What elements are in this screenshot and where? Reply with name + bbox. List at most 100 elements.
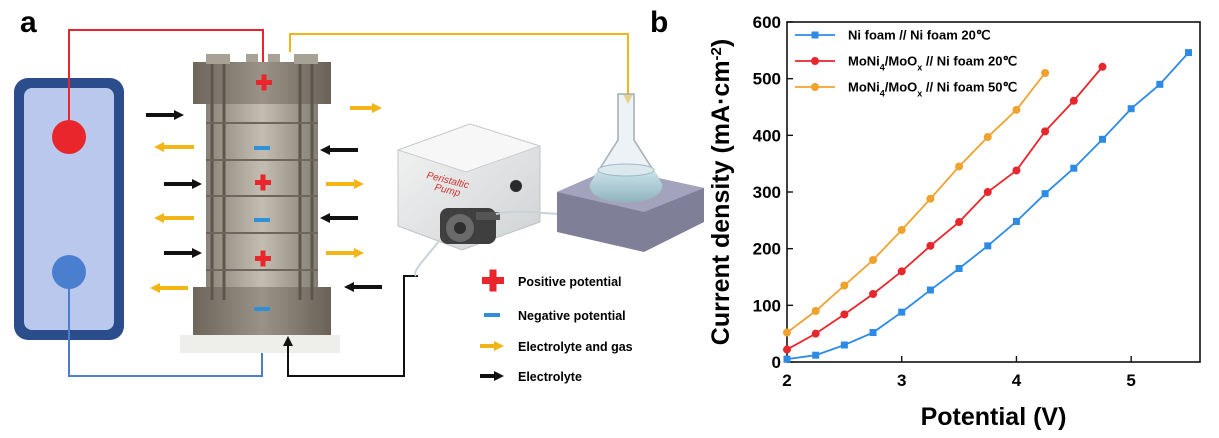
top-nuts [206, 54, 318, 64]
x-tick-label: 5 [1126, 371, 1135, 390]
y-tick-label: 400 [753, 126, 781, 145]
y-tick-label: 200 [753, 240, 781, 259]
yellow-arrow-icon [480, 341, 504, 351]
legend-electrolyte-gas-label: Electrolyte and gas [518, 340, 633, 354]
chart-series [783, 49, 1193, 363]
data-point [1156, 80, 1164, 88]
black-arrow-icon [146, 110, 184, 120]
data-point [783, 328, 791, 337]
legend-item-positive: Positive potential [482, 269, 622, 292]
data-point [955, 218, 964, 227]
data-point [840, 310, 849, 319]
panel-a-label: a [20, 6, 37, 39]
reservoir-fill [24, 88, 114, 330]
data-point [1185, 49, 1193, 57]
peristaltic-pump: Peristaltic Pump [396, 123, 601, 277]
black-arrow-icon [164, 248, 202, 258]
data-point [983, 133, 992, 142]
cell-separators [206, 122, 318, 271]
data-point [812, 351, 820, 359]
panel-b: b 0 100 200 300 400 500 600 2 3 4 5 Ni foam // Ni … [650, 6, 1201, 431]
data-point [1012, 217, 1020, 225]
data-point [897, 267, 906, 276]
data-point [926, 194, 935, 203]
black-arrow-icon [320, 213, 358, 223]
series-line-1 [786, 66, 1104, 351]
legend-marker [811, 83, 819, 91]
data-point [1070, 164, 1078, 172]
chart-axes: 0 100 200 300 400 500 600 2 3 4 5 [753, 13, 1201, 390]
panel-b-label: b [650, 6, 668, 39]
positive-terminal-icon [52, 120, 86, 154]
data-point [1127, 105, 1135, 113]
legend-marker [811, 31, 819, 39]
y-tick-label: 500 [753, 70, 781, 89]
flask-station [557, 93, 704, 252]
yellow-arrow-icon [154, 142, 194, 152]
flow-arrows-right [320, 103, 382, 292]
legend-label-0: Ni foam // Ni foam 20℃ [848, 28, 990, 43]
data-point [1041, 69, 1050, 77]
data-point [1069, 96, 1078, 105]
legend-label-1: MoNi4/MoOx // Ni foam 20℃ [848, 54, 1017, 73]
negative-marker-icon [254, 146, 270, 150]
electrolyte-return-line [283, 275, 418, 377]
positive-marker-icon [255, 250, 271, 267]
data-point [840, 281, 849, 290]
x-tick-label: 2 [782, 371, 791, 390]
panel-a: a [14, 6, 704, 384]
data-point [869, 290, 878, 298]
legend-marker [811, 57, 819, 65]
pump-tube-out [414, 239, 441, 277]
legend-item-electrolyte-gas: Electrolyte and gas [480, 340, 633, 354]
legend-item-electrolyte: Electrolyte [480, 370, 582, 384]
data-point [1041, 190, 1049, 198]
pump-clamp [476, 212, 500, 220]
pump-knob-icon [510, 180, 522, 192]
data-point [926, 286, 934, 294]
yellow-arrow-icon [150, 283, 188, 293]
red-plus-icon [482, 269, 504, 292]
legend-electrolyte-label: Electrolyte [518, 370, 582, 384]
data-point [955, 162, 964, 171]
legend-label-2: MoNi4/MoOx // Ni foam 50℃ [848, 80, 1017, 99]
current-density-chart: 0 100 200 300 400 500 600 2 3 4 5 Ni foam // Ni fo… [707, 13, 1201, 431]
data-point [783, 355, 791, 363]
yellow-arrow-icon [326, 248, 364, 258]
tie-rods [210, 60, 314, 300]
data-point [811, 307, 820, 315]
positive-marker-icon [256, 74, 272, 91]
legend-positive-label: Positive potential [518, 275, 622, 289]
black-arrow-icon [480, 371, 504, 381]
chart-legend: Ni foam // Ni foam 20℃ MoNi4/MoOx // Ni f… [795, 28, 1017, 99]
negative-marker-icon [254, 307, 270, 311]
flow-arrows-left [146, 110, 202, 293]
data-point [926, 241, 935, 250]
data-point [869, 329, 877, 337]
data-point [897, 225, 906, 234]
gas-line [289, 33, 633, 104]
data-point [840, 341, 848, 349]
y-tick-label: 300 [753, 183, 781, 202]
negative-marker-icon [254, 218, 270, 222]
pump-top [396, 123, 542, 173]
power-reservoir [14, 78, 124, 340]
blue-minus-icon [484, 313, 500, 317]
yellow-arrow-icon [154, 213, 194, 223]
data-point [984, 242, 992, 250]
positive-marker-icon [255, 174, 271, 191]
data-point [1098, 62, 1107, 71]
y-axis-title: Current density (mA·cm-2) [707, 39, 735, 345]
black-arrow-icon [164, 179, 202, 189]
legend-negative-label: Negative potential [518, 309, 626, 323]
black-arrow-icon [320, 145, 358, 155]
black-arrow-icon [344, 282, 382, 292]
data-point [1012, 105, 1021, 114]
y-tick-label: 600 [753, 13, 781, 32]
y-tick-label: 100 [753, 296, 781, 315]
y-tick-label: 0 [772, 353, 781, 372]
yellow-arrow-icon [326, 179, 364, 189]
x-axis-title: Potential (V) [921, 403, 1067, 431]
legend-item-negative: Negative potential [484, 309, 626, 323]
yellow-arrow-icon [350, 103, 382, 113]
